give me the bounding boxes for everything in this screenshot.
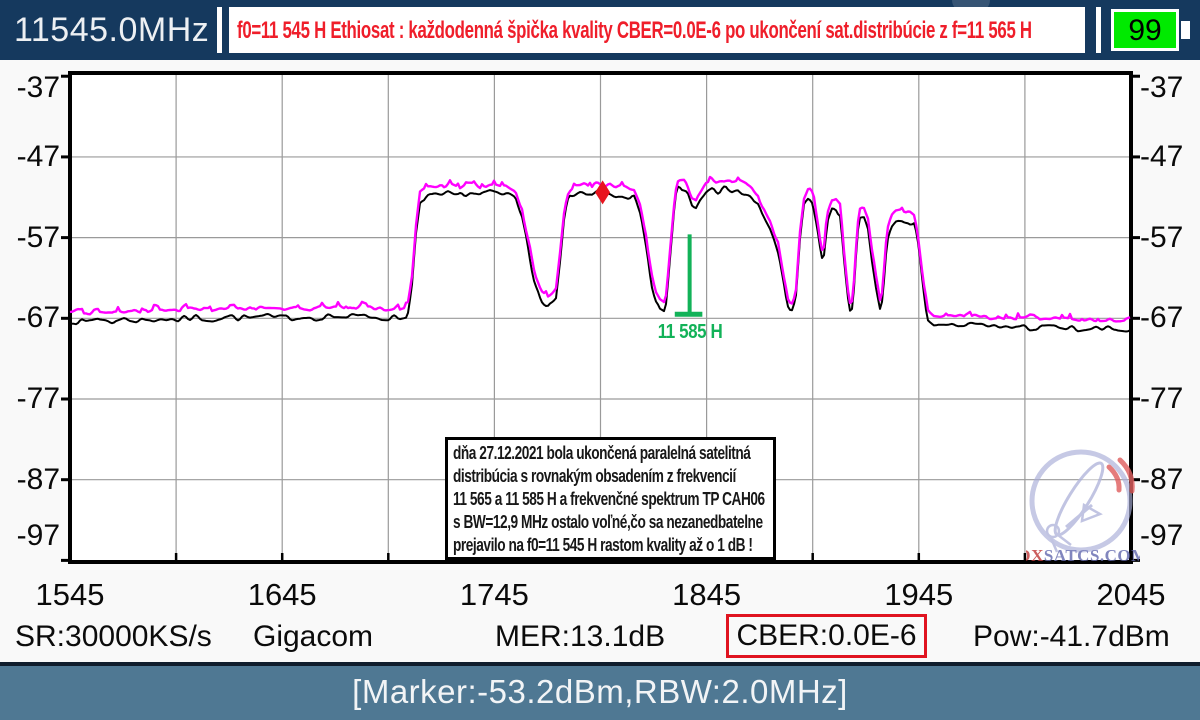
x-tick-label: 1545 <box>35 577 105 612</box>
message-box: f0=11 545 H Ethiosat : každodenná špička… <box>229 7 1085 53</box>
provider-name: Gigacom <box>253 620 374 653</box>
x-tick-label: 1745 <box>459 577 529 612</box>
y-tick-label: -67 <box>16 301 60 335</box>
x-tick-label: 2045 <box>1096 577 1166 612</box>
y-tick-label: -77 <box>1140 382 1184 415</box>
frequency-title: 11545.0MHz <box>14 11 210 49</box>
annotation-line: distribúcia s rovnakým obsadením z frekv… <box>453 466 736 486</box>
header-separator <box>1096 7 1101 53</box>
header-arc-decoration <box>952 0 990 12</box>
annotation-line: s BW=12,9 MHz ostalo voľné,čo sa nezaned… <box>453 512 763 532</box>
marker-readout: [Marker:-53.2dBm,RBW:2.0MHz] <box>352 673 848 710</box>
footer-divider <box>0 662 1200 666</box>
x-tick-label: 1945 <box>884 577 954 612</box>
header-bar: 11545.0MHz f0=11 545 H Ethiosat : každod… <box>0 0 1200 60</box>
watermark-text-rest: SATCS.COM <box>1044 546 1140 565</box>
battery-terminal <box>1181 21 1190 39</box>
y-tick-label: -57 <box>16 220 60 254</box>
cber-value: CBER:0.0E-6 <box>736 619 917 652</box>
frequency-marker-label: 11 585 H <box>657 321 722 344</box>
power-value: Pow:-41.7dBm <box>973 620 1170 653</box>
battery-indicator: 99 <box>1111 9 1179 51</box>
x-tick-label: 1845 <box>672 577 742 612</box>
spectrum-trace-peak-hold <box>69 175 1131 323</box>
svg-text:DXSATCS.COM: DXSATCS.COM <box>1026 546 1140 565</box>
symbol-rate-value: SR:30000KS/s <box>15 620 212 653</box>
y-tick-label: -97 <box>16 519 60 552</box>
y-tick-label: -37 <box>16 71 60 104</box>
watermark-text-dx: DX <box>1026 546 1044 565</box>
x-tick-label: 1645 <box>247 577 317 612</box>
annotation-line: 11 565 a 11 585 H a frekvenčné spektrum … <box>453 489 765 509</box>
y-tick-label: -87 <box>1140 462 1184 496</box>
y-tick-label: -47 <box>1140 139 1184 173</box>
annotation-box: dňa 27.12.2021 bola ukončená paralelná s… <box>445 437 776 560</box>
spectrum-chart: -37 -47 -57 -67 -77 -87 -97 -37 -47 -57 -67 -77 -87… <box>0 60 1200 615</box>
y-tick-label: -67 <box>1140 301 1184 335</box>
annotation-line: prejavilo na f0=11 545 H rastom kvality … <box>453 535 753 555</box>
y-tick-label: -57 <box>1140 220 1184 254</box>
status-bar: SR:30000KS/s Gigacom MER:13.1dB CBER:0.0… <box>0 612 1200 662</box>
y-tick-label: -87 <box>16 462 60 496</box>
message-text: f0=11 545 H Ethiosat : každodenná špička… <box>237 17 1032 44</box>
y-tick-label: -97 <box>1140 519 1184 552</box>
y-tick-label: -77 <box>16 382 60 415</box>
annotation-line: dňa 27.12.2021 bola ukončená paralelná s… <box>453 443 751 463</box>
y-tick-label: -47 <box>16 139 60 173</box>
y-tick-label: -37 <box>1140 71 1184 104</box>
battery-level: 99 <box>1128 14 1162 47</box>
cber-highlight-box: CBER:0.0E-6 <box>726 614 927 658</box>
footer-bar: [Marker:-53.2dBm,RBW:2.0MHz] <box>0 666 1200 720</box>
header-separator <box>217 7 222 53</box>
mer-value: MER:13.1dB <box>495 620 666 653</box>
peak-marker-diamond <box>595 180 611 205</box>
dxsatcs-watermark-logo: DXSATCS.COM <box>1018 445 1147 572</box>
